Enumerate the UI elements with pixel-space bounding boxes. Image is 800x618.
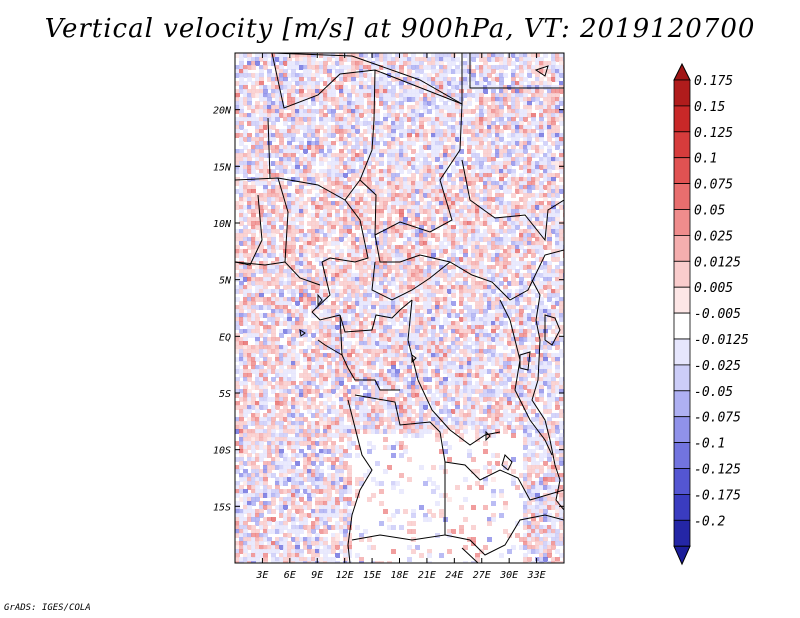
colorbar-label: 0.1 [694, 152, 717, 167]
lon-tick-label: 27E [473, 570, 491, 581]
colorbar-label: -0.075 [694, 411, 741, 426]
lon-tick-label: 6E [284, 570, 296, 581]
colorbar-label: -0.005 [694, 307, 741, 322]
colorbar-swatch [673, 493, 691, 521]
colorbar-swatch [673, 131, 691, 159]
colorbar-swatch [673, 105, 691, 133]
colorbar-label: -0.2 [694, 514, 725, 529]
lat-tick-label: 15N [213, 162, 232, 173]
lon-tick-label: 15E [363, 570, 381, 581]
colorbar-label: -0.175 [694, 488, 741, 503]
vertical-velocity-field [235, 53, 564, 563]
lat-tick-label: 5N [219, 276, 232, 287]
axis-ticks: 20N 15N 10N 5N EQ 5S 10S 15S 3E 6E 9E 12E 15E 18E 21E 2… [213, 53, 564, 581]
colorbar-label: -0.0125 [694, 333, 749, 348]
lon-tick-label: 12E [336, 570, 354, 581]
colorbar-swatch [673, 519, 691, 547]
colorbar-swatch [673, 312, 691, 340]
colorbar-swatch [673, 234, 691, 262]
colorbar-swatch [673, 390, 691, 418]
colorbar-label: -0.05 [694, 385, 733, 400]
map-title: Vertical velocity [m/s] at 900hPa, VT: 2… [44, 14, 756, 44]
colorbar-label: 0.005 [694, 281, 733, 296]
lat-tick-label: 10N [213, 219, 232, 230]
colorbar-label: 0.075 [694, 178, 733, 193]
lon-tick-label: 24E [445, 570, 463, 581]
lon-tick-label: 30E [499, 570, 518, 581]
lat-tick-label: 20N [213, 106, 232, 117]
colorbar-label: -0.1 [694, 437, 725, 452]
lon-tick-label: 3E [255, 570, 268, 581]
colorbar-swatch [673, 79, 691, 107]
colorbar-label: 0.025 [694, 229, 733, 244]
colorbar-label: 0.175 [694, 74, 733, 89]
grads-credit: GrADS: IGES/COLA [4, 603, 91, 613]
colorbar-label: 0.0125 [694, 255, 741, 270]
lat-tick-label: 15S [213, 502, 231, 513]
lon-tick-label: 33E [527, 570, 546, 581]
colorbar-label: -0.025 [694, 359, 741, 374]
colorbar-swatch [673, 416, 691, 444]
colorbar-swatch [673, 286, 691, 314]
lat-tick-label: 5S [219, 389, 231, 400]
colorbar-top-arrow [673, 62, 691, 81]
colorbar-swatch [673, 209, 691, 236]
colorbar-swatch [673, 442, 691, 469]
colorbar-label: 0.05 [694, 204, 725, 219]
lon-tick-label: 18E [390, 570, 408, 581]
lon-tick-label: 21E [418, 570, 436, 581]
lat-tick-label: 10S [213, 446, 231, 457]
colorbar-label: 0.15 [694, 100, 725, 115]
colorbar-swatch [673, 183, 691, 210]
lon-tick-label: 9E [311, 570, 323, 581]
colorbar-label: -0.125 [694, 463, 741, 478]
lat-tick-label: EQ [219, 332, 231, 343]
colorbar-bottom-arrow [673, 545, 691, 566]
colorbar-label: 0.125 [694, 126, 733, 141]
colorbar: 0.175 0.15 0.125 0.1 0.075 0.05 0.025 0.0125 0.0… [673, 62, 749, 566]
colorbar-swatch [673, 364, 691, 392]
country-borders [235, 53, 564, 563]
colorbar-swatch [673, 468, 691, 495]
colorbar-swatch [673, 260, 691, 288]
colorbar-swatch [673, 338, 691, 366]
colorbar-swatch [673, 157, 691, 184]
